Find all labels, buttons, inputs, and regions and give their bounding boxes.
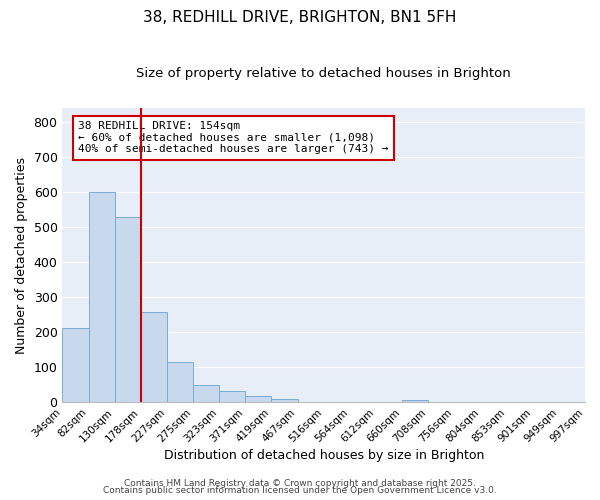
Bar (115, 218, 141, 402)
Bar (141, 312, 167, 402)
Text: Contains public sector information licensed under the Open Government Licence v3: Contains public sector information licen… (103, 486, 497, 495)
Y-axis label: Number of detached properties: Number of detached properties (15, 156, 28, 354)
Bar (219, 392, 245, 402)
X-axis label: Distribution of detached houses by size in Brighton: Distribution of detached houses by size … (164, 450, 484, 462)
Bar (402, 400, 428, 402)
Title: Size of property relative to detached houses in Brighton: Size of property relative to detached ho… (136, 68, 511, 80)
Text: 38 REDHILL DRIVE: 154sqm
← 60% of detached houses are smaller (1,098)
40% of sem: 38 REDHILL DRIVE: 154sqm ← 60% of detach… (78, 122, 389, 154)
Bar (245, 396, 271, 402)
Bar (193, 384, 219, 402)
Bar (271, 398, 298, 402)
Bar (89, 192, 115, 402)
Bar (62, 328, 89, 402)
Text: 38, REDHILL DRIVE, BRIGHTON, BN1 5FH: 38, REDHILL DRIVE, BRIGHTON, BN1 5FH (143, 10, 457, 25)
Text: Contains HM Land Registry data © Crown copyright and database right 2025.: Contains HM Land Registry data © Crown c… (124, 478, 476, 488)
Bar (167, 362, 193, 402)
